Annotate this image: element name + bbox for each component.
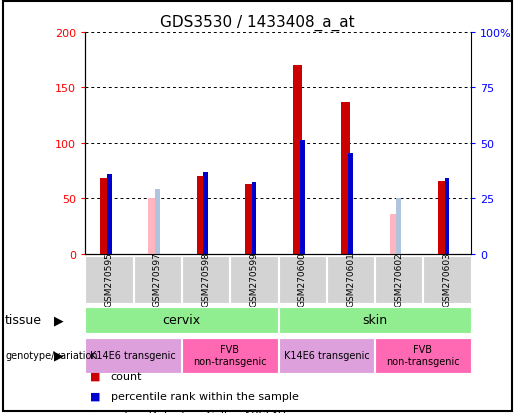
Text: count: count xyxy=(111,371,142,381)
Bar xyxy=(182,256,229,303)
Text: ▶: ▶ xyxy=(55,349,64,362)
Bar xyxy=(100,179,109,254)
Bar xyxy=(293,66,302,254)
Text: tissue: tissue xyxy=(5,313,42,327)
Text: FVB
non-transgenic: FVB non-transgenic xyxy=(386,344,460,366)
Bar xyxy=(348,154,353,254)
Bar xyxy=(134,256,181,303)
Bar xyxy=(85,338,181,373)
Bar xyxy=(155,190,160,254)
Text: skin: skin xyxy=(362,313,387,327)
Text: GSM270600: GSM270600 xyxy=(298,252,307,306)
Text: ■: ■ xyxy=(90,371,100,381)
Bar xyxy=(230,256,278,303)
Bar xyxy=(85,256,133,303)
Bar xyxy=(203,172,208,254)
Text: GSM270598: GSM270598 xyxy=(201,252,210,306)
Text: percentile rank within the sample: percentile rank within the sample xyxy=(111,391,299,401)
Bar xyxy=(444,179,450,254)
Bar xyxy=(197,177,205,254)
Text: GSM270603: GSM270603 xyxy=(442,252,452,306)
Bar xyxy=(390,214,398,254)
Bar xyxy=(300,140,305,254)
Bar xyxy=(107,174,112,254)
Bar xyxy=(148,199,157,254)
Bar xyxy=(251,182,256,254)
Text: GSM270599: GSM270599 xyxy=(249,252,259,306)
Bar xyxy=(279,307,471,333)
Text: genotype/variation: genotype/variation xyxy=(5,350,98,360)
Bar xyxy=(85,307,278,333)
Bar xyxy=(375,338,471,373)
Bar xyxy=(423,256,471,303)
Text: GSM270595: GSM270595 xyxy=(105,252,114,306)
Text: GDS3530 / 1433408_a_at: GDS3530 / 1433408_a_at xyxy=(160,14,355,31)
Text: GSM270602: GSM270602 xyxy=(394,252,403,306)
Text: GSM270597: GSM270597 xyxy=(153,252,162,306)
Bar xyxy=(327,256,374,303)
Text: ▶: ▶ xyxy=(55,313,64,327)
Bar xyxy=(397,199,401,254)
Bar xyxy=(341,103,350,254)
Bar xyxy=(375,256,422,303)
Text: ■: ■ xyxy=(90,411,100,413)
Text: value, Detection Call = ABSENT: value, Detection Call = ABSENT xyxy=(111,411,287,413)
Text: FVB
non-transgenic: FVB non-transgenic xyxy=(193,344,267,366)
Text: K14E6 transgenic: K14E6 transgenic xyxy=(283,350,369,360)
Bar xyxy=(279,338,374,373)
Text: ■: ■ xyxy=(90,391,100,401)
Bar xyxy=(279,256,326,303)
Text: cervix: cervix xyxy=(162,313,201,327)
Bar xyxy=(438,181,447,254)
Bar xyxy=(245,184,253,254)
Text: GSM270601: GSM270601 xyxy=(346,252,355,306)
Bar xyxy=(182,338,278,373)
Text: K14E6 transgenic: K14E6 transgenic xyxy=(90,350,176,360)
